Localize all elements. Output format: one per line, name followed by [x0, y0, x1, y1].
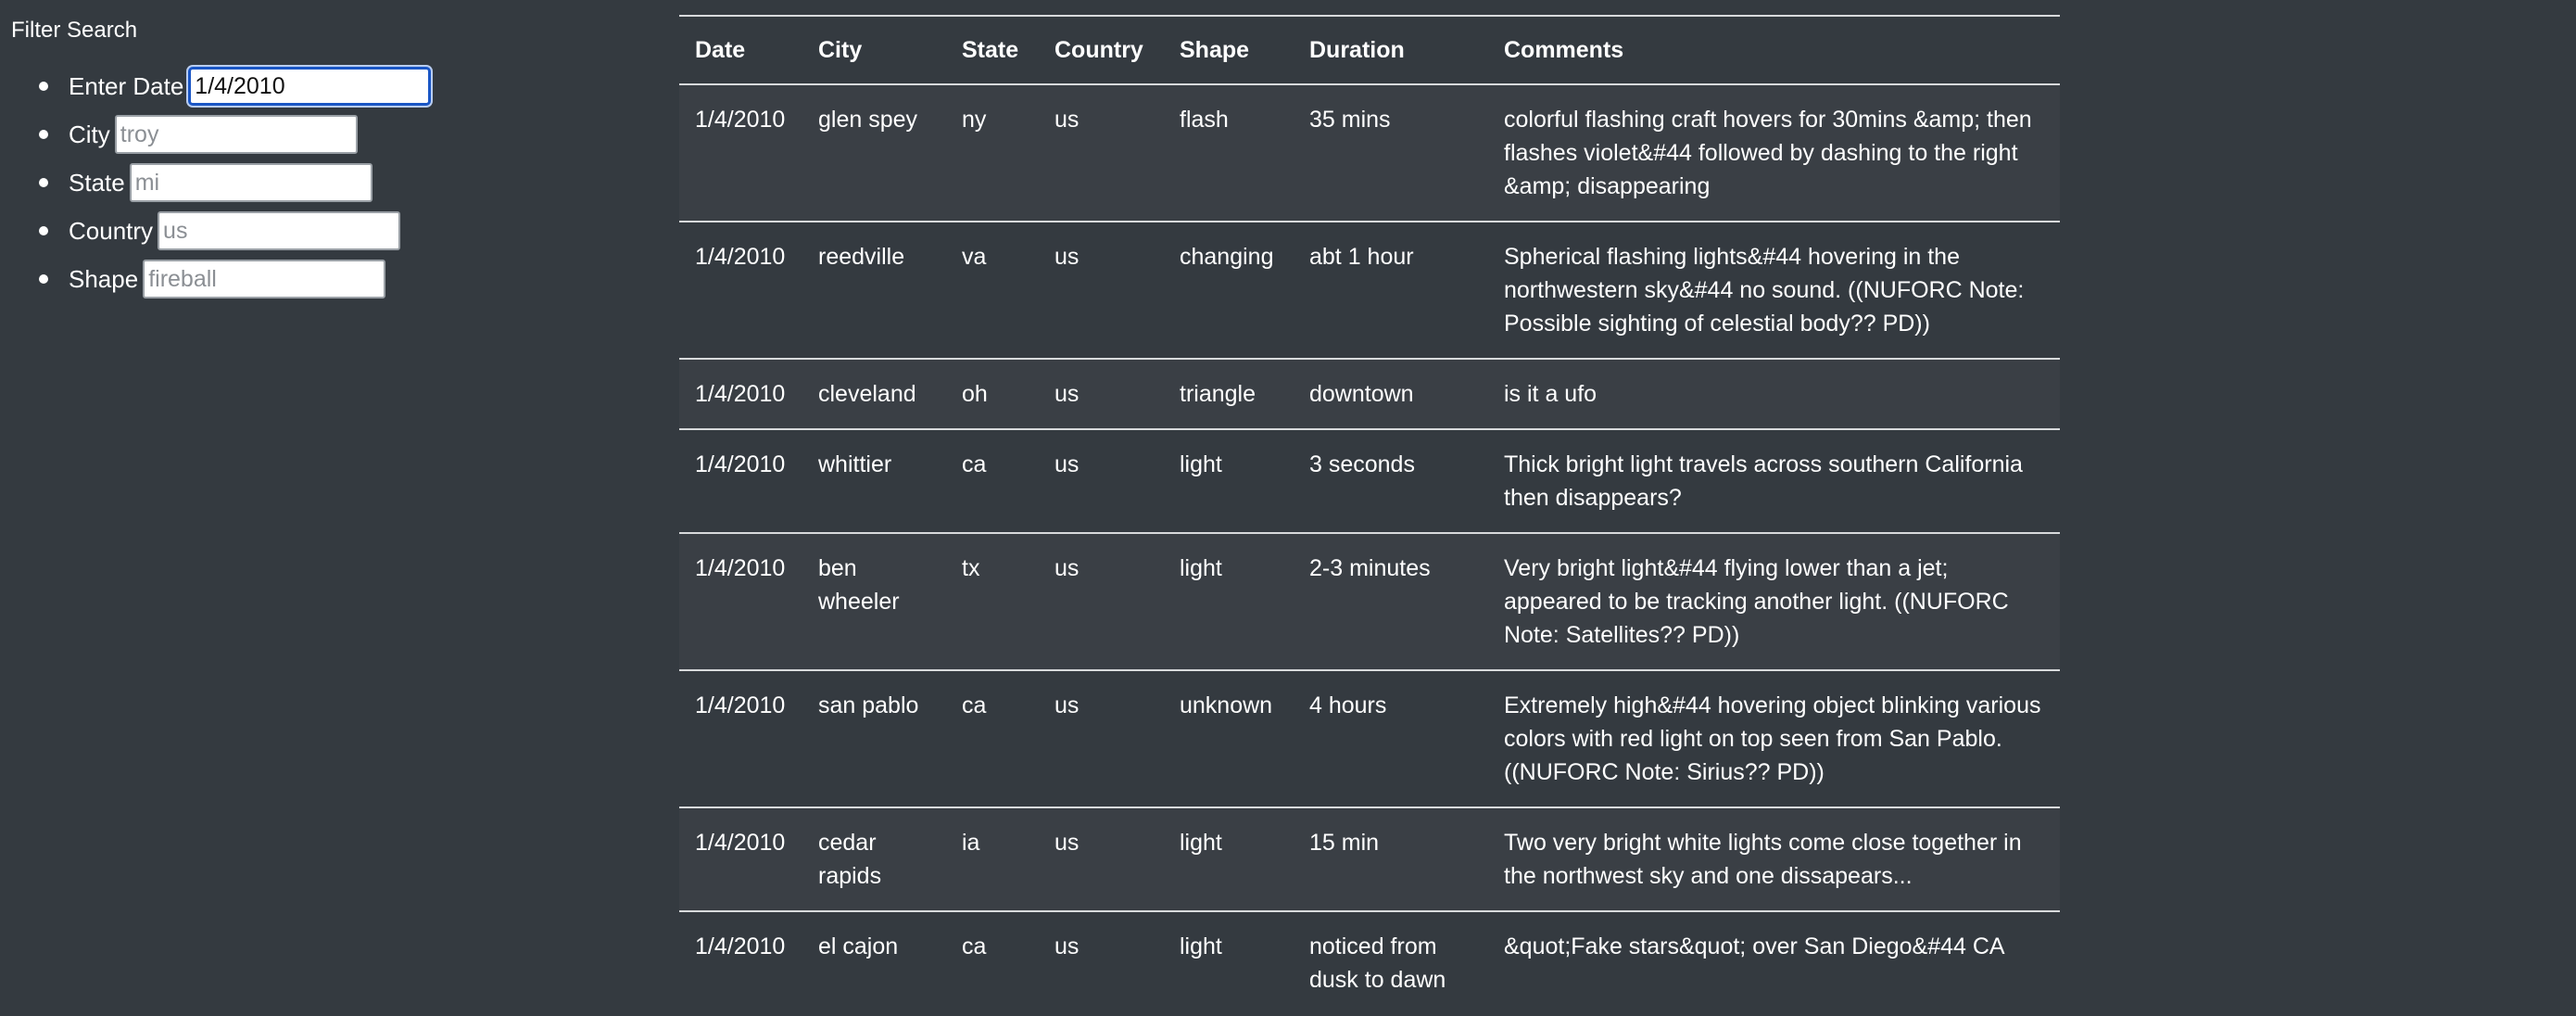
- table-row: 1/4/2010 cleveland oh us triangle downtown is …: [679, 359, 2060, 430]
- cell-comments: Thick bright light travels across southe…: [1488, 429, 2060, 534]
- cell-date: 1/4/2010: [679, 670, 802, 808]
- filter-item-shape: Shape: [39, 260, 493, 298]
- cell-shape: light: [1164, 533, 1294, 671]
- table-row: 1/4/2010 san pablo ca us unknown 4 hours Extre…: [679, 670, 2060, 808]
- header-state: State: [946, 15, 1039, 85]
- table-row: 1/4/2010 glen spey ny us flash 35 mins colorfu…: [679, 84, 2060, 222]
- cell-country: us: [1039, 429, 1164, 534]
- cell-country: us: [1039, 222, 1164, 360]
- cell-state: tx: [946, 533, 1039, 671]
- cell-country: us: [1039, 911, 1164, 1014]
- cell-shape: triangle: [1164, 359, 1294, 430]
- table-body: 1/4/2010 glen spey ny us flash 35 mins colorfu…: [679, 84, 2060, 1014]
- table-row: 1/4/2010 ben wheeler tx us light 2-3 minutes V…: [679, 533, 2060, 671]
- cell-city: cedar rapids: [802, 807, 946, 912]
- country-label: Country: [69, 216, 154, 245]
- cell-date: 1/4/2010: [679, 222, 802, 360]
- cell-date: 1/4/2010: [679, 533, 802, 671]
- cell-city: whittier: [802, 429, 946, 534]
- cell-date: 1/4/2010: [679, 911, 802, 1014]
- cell-shape: light: [1164, 911, 1294, 1014]
- table-row: 1/4/2010 reedville va us changing abt 1 hour S…: [679, 222, 2060, 360]
- cell-shape: light: [1164, 429, 1294, 534]
- cell-duration: 4 hours: [1294, 670, 1488, 808]
- cell-shape: changing: [1164, 222, 1294, 360]
- cell-state: ca: [946, 429, 1039, 534]
- table-row: 1/4/2010 cedar rapids ia us light 15 min Two v…: [679, 807, 2060, 912]
- cell-comments: Extremely high&#44 hovering object blink…: [1488, 670, 2060, 808]
- state-input[interactable]: [129, 163, 373, 202]
- header-row: Date City State Country Shape Duration C…: [679, 15, 2060, 85]
- table-header: Date City State Country Shape Duration C…: [679, 15, 2060, 85]
- bullet-icon: [39, 82, 48, 91]
- cell-date: 1/4/2010: [679, 807, 802, 912]
- cell-country: us: [1039, 670, 1164, 808]
- bullet-icon: [39, 274, 48, 284]
- header-city: City: [802, 15, 946, 85]
- cell-country: us: [1039, 533, 1164, 671]
- filter-item-country: Country: [39, 211, 493, 250]
- cell-city: ben wheeler: [802, 533, 946, 671]
- state-label: State: [69, 168, 125, 197]
- cell-duration: 35 mins: [1294, 84, 1488, 222]
- filter-list: Enter Date City State Country Shape: [11, 67, 493, 298]
- table-row: 1/4/2010 el cajon ca us light noticed from du…: [679, 911, 2060, 1014]
- header-country: Country: [1039, 15, 1164, 85]
- cell-shape: light: [1164, 807, 1294, 912]
- cell-state: ca: [946, 911, 1039, 1014]
- cell-state: ca: [946, 670, 1039, 808]
- filter-item-state: State: [39, 163, 493, 202]
- cell-comments: colorful flashing craft hovers for 30min…: [1488, 84, 2060, 222]
- ufo-table: Date City State Country Shape Duration C…: [679, 15, 2060, 1014]
- cell-duration: 15 min: [1294, 807, 1488, 912]
- cell-shape: unknown: [1164, 670, 1294, 808]
- cell-comments: Two very bright white lights come close …: [1488, 807, 2060, 912]
- cell-country: us: [1039, 84, 1164, 222]
- cell-date: 1/4/2010: [679, 429, 802, 534]
- cell-comments: Spherical flashing lights&#44 hovering i…: [1488, 222, 2060, 360]
- cell-duration: 3 seconds: [1294, 429, 1488, 534]
- bullet-icon: [39, 226, 48, 235]
- city-input[interactable]: [114, 115, 358, 154]
- shape-input[interactable]: [143, 260, 386, 298]
- bullet-icon: [39, 178, 48, 187]
- date-label: Enter Date: [69, 71, 184, 100]
- header-shape: Shape: [1164, 15, 1294, 85]
- cell-state: oh: [946, 359, 1039, 430]
- header-duration: Duration: [1294, 15, 1488, 85]
- city-label: City: [69, 120, 110, 148]
- filter-item-city: City: [39, 115, 493, 154]
- cell-city: glen spey: [802, 84, 946, 222]
- cell-city: san pablo: [802, 670, 946, 808]
- cell-comments: Very bright light&#44 flying lower than …: [1488, 533, 2060, 671]
- cell-date: 1/4/2010: [679, 84, 802, 222]
- cell-city: cleveland: [802, 359, 946, 430]
- cell-duration: abt 1 hour: [1294, 222, 1488, 360]
- country-input[interactable]: [158, 211, 401, 250]
- filter-title: Filter Search: [11, 18, 138, 43]
- cell-city: el cajon: [802, 911, 946, 1014]
- header-comments: Comments: [1488, 15, 2060, 85]
- date-input[interactable]: [188, 67, 432, 106]
- shape-label: Shape: [69, 264, 139, 293]
- cell-duration: 2-3 minutes: [1294, 533, 1488, 671]
- cell-shape: flash: [1164, 84, 1294, 222]
- cell-state: ia: [946, 807, 1039, 912]
- cell-state: va: [946, 222, 1039, 360]
- header-date: Date: [679, 15, 802, 85]
- ufo-table-container: Date City State Country Shape Duration C…: [679, 15, 2060, 1014]
- bullet-icon: [39, 130, 48, 139]
- cell-date: 1/4/2010: [679, 359, 802, 430]
- cell-country: us: [1039, 807, 1164, 912]
- cell-comments: is it a ufo: [1488, 359, 2060, 430]
- cell-state: ny: [946, 84, 1039, 222]
- filter-item-date: Enter Date: [39, 67, 493, 106]
- cell-country: us: [1039, 359, 1164, 430]
- cell-duration: noticed from dusk to dawn: [1294, 911, 1488, 1014]
- table-row: 1/4/2010 whittier ca us light 3 seconds Thick …: [679, 429, 2060, 534]
- cell-comments: &quot;Fake stars&quot; over San Diego&#4…: [1488, 911, 2060, 1014]
- cell-duration: downtown: [1294, 359, 1488, 430]
- filter-panel: Filter Search Enter Date City State Coun…: [11, 13, 493, 308]
- cell-city: reedville: [802, 222, 946, 360]
